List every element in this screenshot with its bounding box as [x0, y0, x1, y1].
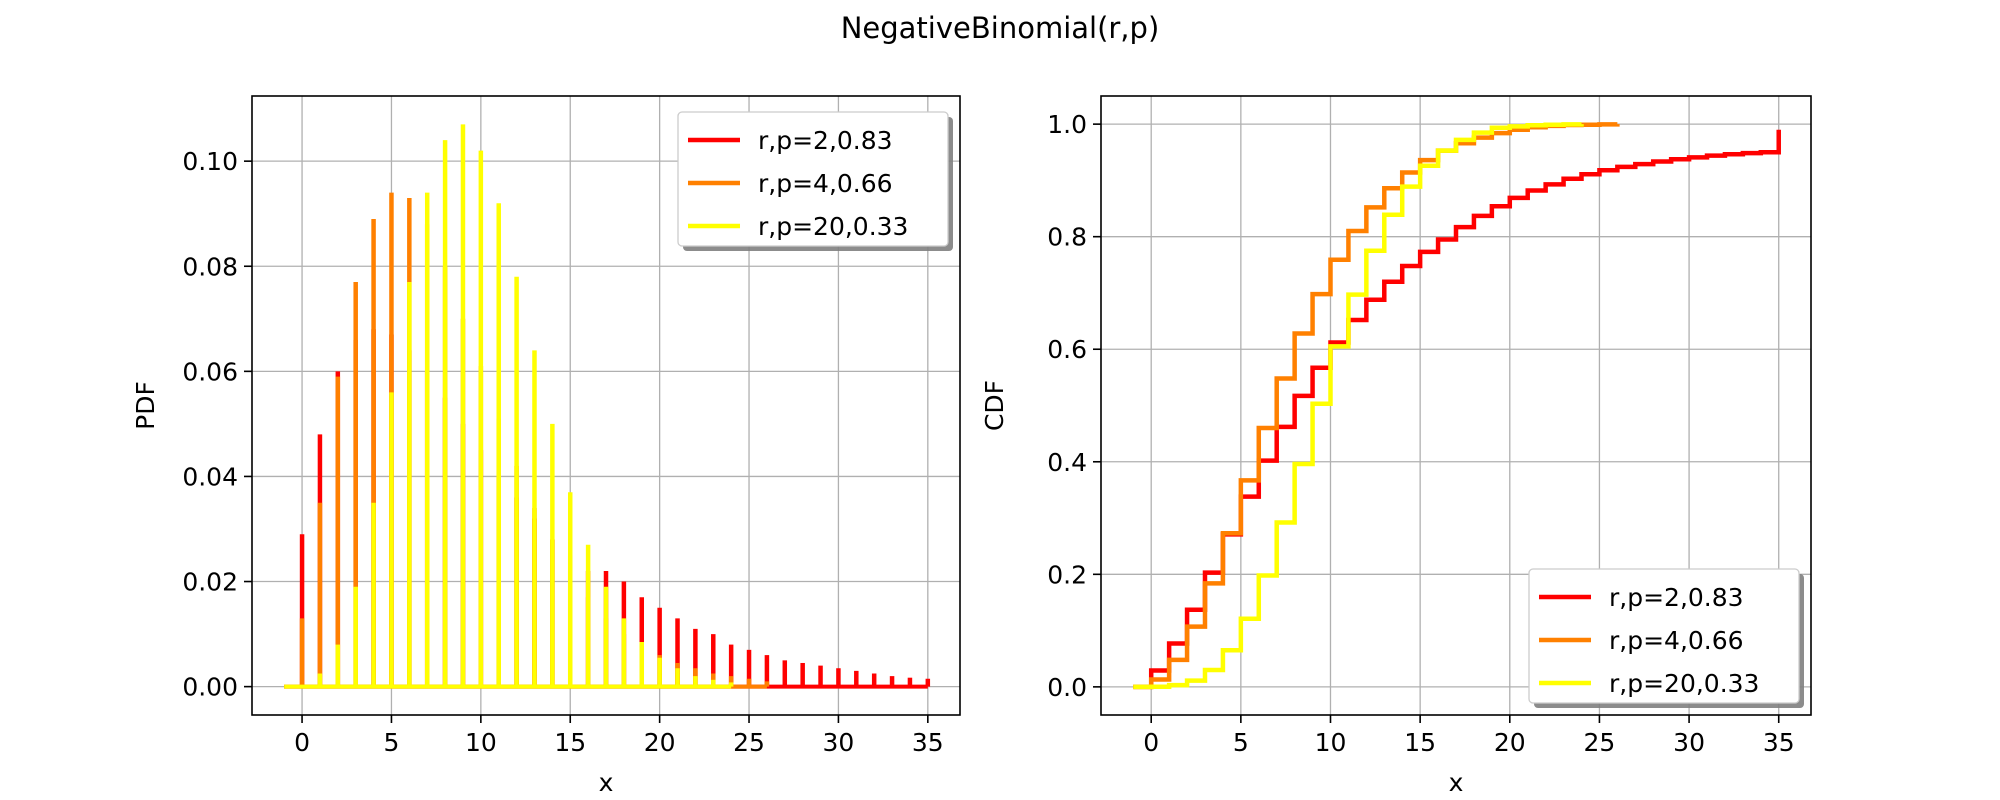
legend-box — [1528, 568, 1800, 704]
step-line — [1133, 122, 1584, 690]
x-axis-label: x — [1449, 768, 1464, 797]
x-tick-label: 10 — [465, 728, 497, 757]
x-tick-label: 15 — [1404, 728, 1436, 757]
x-tick-label: 35 — [912, 728, 944, 757]
x-tick-label: 5 — [384, 728, 400, 757]
series-2 — [1133, 122, 1584, 690]
data-layer — [1133, 122, 1781, 690]
legend-entry-label: r,p=2,0.83 — [758, 126, 893, 155]
x-tick-label: 20 — [1494, 728, 1526, 757]
y-tick-label: 0.06 — [182, 357, 238, 386]
figure-title: NegativeBinomial(r,p) — [841, 11, 1160, 45]
x-tick-label: 30 — [823, 728, 855, 757]
x-tick-label: 0 — [294, 728, 310, 757]
y-tick-label: 0.04 — [182, 462, 238, 491]
cdf-plot: 0 5 10 15 20 25 30 35 0.0 0.2 0.4 0.6 0.8 1.0 x CDF r,p=… — [980, 95, 1812, 797]
x-tick-label: 15 — [554, 728, 586, 757]
legend-entry-label: r,p=4,0.66 — [758, 169, 893, 198]
y-tick-label: 0.10 — [182, 147, 238, 176]
y-axis-label: CDF — [980, 380, 1009, 431]
legend-entry-label: r,p=20,0.33 — [1609, 669, 1759, 698]
x-tick-label: 35 — [1763, 728, 1795, 757]
axes-frame — [251, 95, 961, 716]
y-tick-label: 0.0 — [1047, 673, 1087, 702]
legend-box — [677, 111, 949, 247]
series-2 — [284, 124, 734, 689]
x-tick-label: 0 — [1143, 728, 1159, 757]
legend-entry-label: r,p=4,0.66 — [1609, 626, 1744, 655]
x-axis-label: x — [599, 768, 614, 797]
y-tick-label: 0.6 — [1047, 335, 1087, 364]
legend-entry-label: r,p=2,0.83 — [1609, 583, 1744, 612]
x-tick-label: 25 — [733, 728, 765, 757]
y-tick-label: 0.02 — [182, 568, 238, 597]
y-tick-label: 0.2 — [1047, 560, 1087, 589]
y-tick-label: 0.00 — [182, 673, 238, 702]
y-tick-label: 0.08 — [182, 252, 238, 281]
y-tick-label: 0.8 — [1047, 223, 1087, 252]
y-tick-label: 1.0 — [1047, 110, 1087, 139]
pdf-plot: 0 5 10 15 20 25 30 35 0.00 0.02 0.04 0.06 0.08 0.10 x P… — [131, 95, 961, 797]
y-tick-label: 0.4 — [1047, 448, 1087, 477]
legend: r,p=2,0.83 r,p=4,0.66 r,p=20,0.33 — [1528, 568, 1804, 708]
x-tick-label: 20 — [644, 728, 676, 757]
axes-frame — [1100, 95, 1812, 716]
legend: r,p=2,0.83 r,p=4,0.66 r,p=20,0.33 — [677, 111, 953, 251]
x-tick-label: 10 — [1315, 728, 1347, 757]
x-tick-label: 30 — [1673, 728, 1705, 757]
x-tick-label: 25 — [1584, 728, 1616, 757]
y-axis-label: PDF — [131, 381, 160, 430]
data-layer — [284, 124, 931, 689]
x-tick-label: 5 — [1233, 728, 1249, 757]
legend-entry-label: r,p=20,0.33 — [758, 212, 908, 241]
